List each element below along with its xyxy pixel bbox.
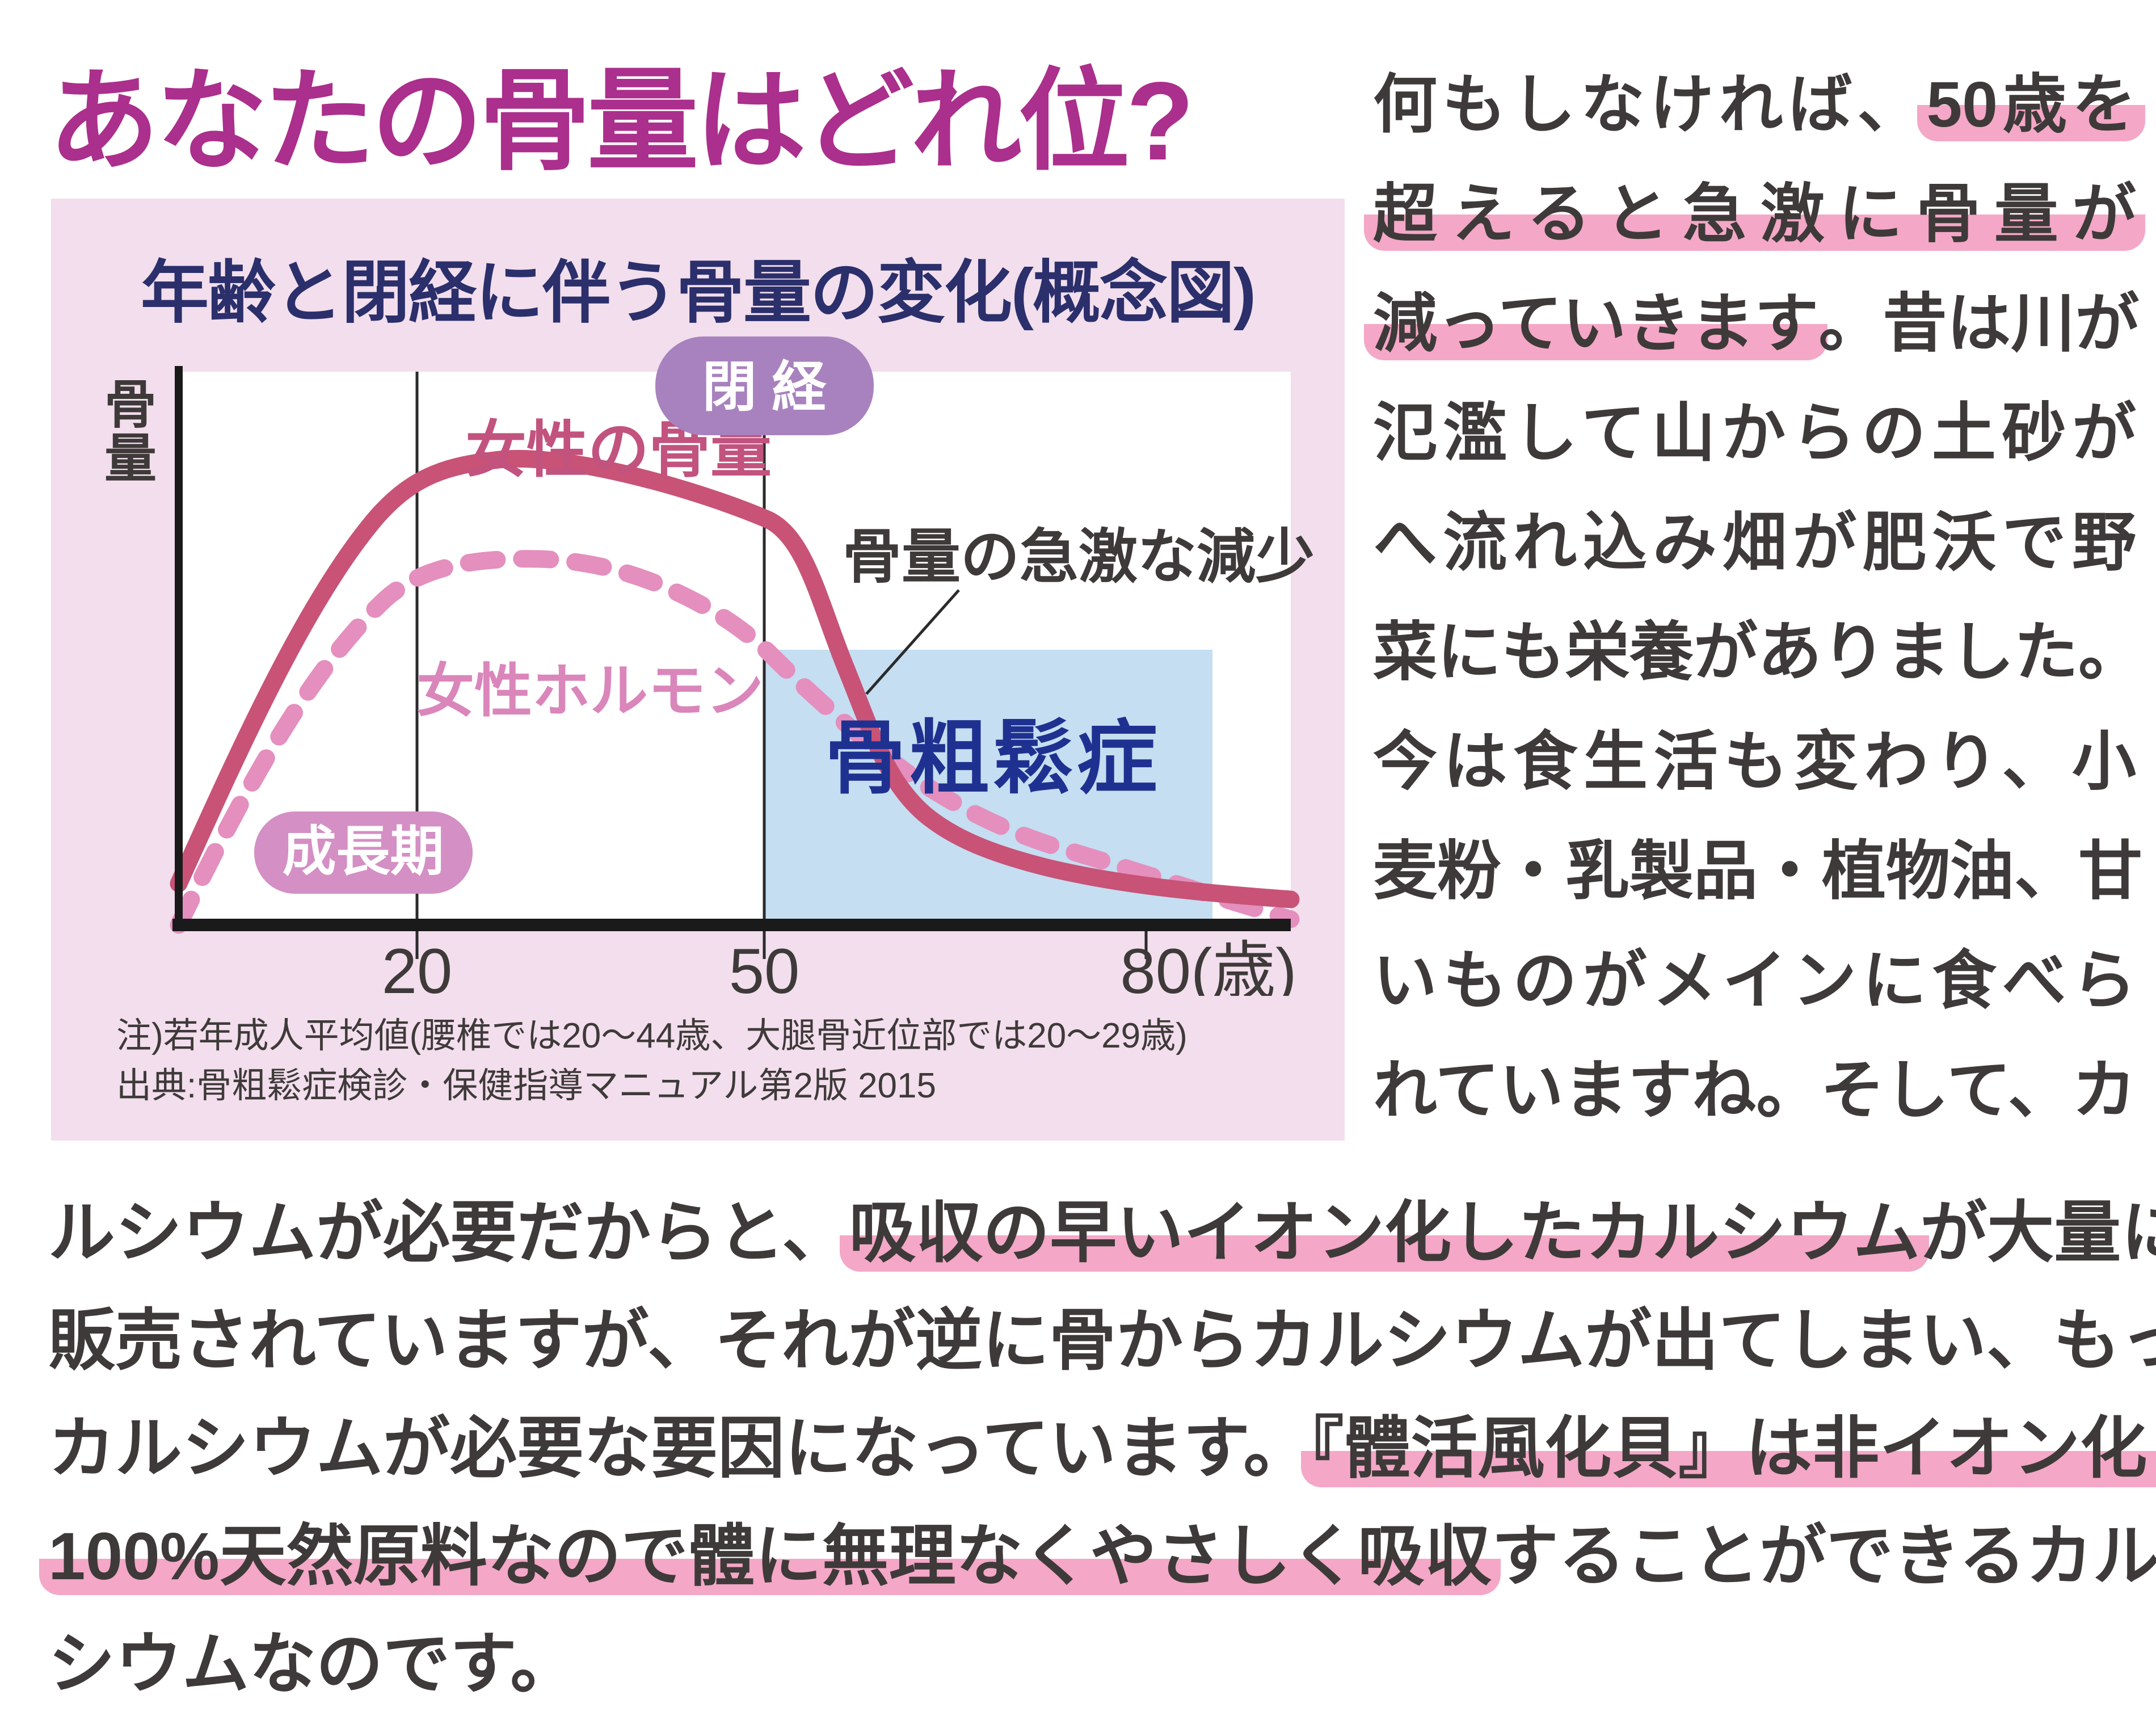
right-line-1: 何もしなければ、50歳を xyxy=(1373,50,2145,159)
y-axis-label-char1: 骨 xyxy=(104,376,157,434)
bottom-line-2: 販売されていますが、それが逆に骨からカルシウムが出てしまい、もっと xyxy=(48,1287,2156,1395)
text-segment: 菜にも栄養がありました。 xyxy=(1373,616,2142,688)
text-segment: 今は食生活も変わり、小 xyxy=(1373,726,2136,797)
female-hormone-label: 女性ホルモン xyxy=(416,659,764,724)
bottom-line-4: 100%天然原料なので體に無理なくやさしく吸収することができるカル xyxy=(39,1503,2156,1610)
bottom-line-1: ルシウムが必要だからと、吸収の早いイオン化したカルシウムが大量に xyxy=(48,1179,2156,1287)
annotation-line xyxy=(865,589,960,695)
menopause-badge xyxy=(655,336,874,435)
bone-mass-curve xyxy=(170,449,1300,908)
text-segment: いものがメインに食べら xyxy=(1373,945,2136,1016)
text-segment: 販売されていますが、それが逆に骨からカルシウムが出てしまい、もっと xyxy=(48,1303,2156,1378)
text-segment: 氾濫して山からの土砂が xyxy=(1373,397,2136,469)
menopause-badge-label: 閉 経 xyxy=(702,357,827,418)
page-title: あなたの骨量はどれ位? xyxy=(48,59,1194,183)
right-line-6: 菜にも栄養がありました。 xyxy=(1373,598,2142,707)
text-segment: れていますね。そして、カ xyxy=(1373,1054,2136,1126)
right-line-3: 減っていきます。昔は川が xyxy=(1364,269,2140,378)
x-tick-50: 50 xyxy=(729,936,800,996)
growth-period-badge-label: 成長期 xyxy=(282,822,444,882)
highlighted-text: 100%天然原料なので體に無理なくやさしく吸収 xyxy=(39,1519,1501,1595)
chart-panel: 年齢と閉経に伴う骨量の変化(概念図) 骨 量 xyxy=(51,199,1345,1141)
right-line-8: 麦粉・乳製品・植物油、甘 xyxy=(1373,817,2142,926)
text-segment: シウムなのです。 xyxy=(48,1627,578,1702)
hormone-curve xyxy=(170,550,1300,934)
text-segment: へ流れ込み畑が肥沃で野 xyxy=(1373,507,2136,578)
osteoporosis-label: 骨粗鬆症 xyxy=(825,713,1161,804)
highlighted-text: 吸収の早いイオン化したカルシウム xyxy=(840,1196,1930,1272)
x-tick-80: 80(歳) xyxy=(1120,936,1296,996)
text-segment: 。昔は川が xyxy=(1818,288,2140,359)
highlighted-text: 50歳を xyxy=(1917,69,2145,141)
highlighted-text: 超えると急激に骨量が xyxy=(1364,178,2145,251)
highlighted-text: 『體活風化貝』は非イオン化・ xyxy=(1301,1411,2156,1487)
text-segment: 麦粉・乳製品・植物油、甘 xyxy=(1373,835,2142,907)
highlighted-text: 減っていきます xyxy=(1364,288,1828,360)
y-axis-label-char2: 量 xyxy=(104,430,157,488)
chart-note-line2: 出典:骨粗鬆症検診・保健指導マニュアル第2版 2015 xyxy=(116,1066,936,1105)
right-line-4: 氾濫して山からの土砂が xyxy=(1373,378,2136,488)
right-line-7: 今は食生活も変わり、小 xyxy=(1373,707,2136,817)
chart-note-line1: 注)若年成人平均値(腰椎では20〜44歳、大腿骨近位部では20〜29歳) xyxy=(116,1016,1188,1055)
right-column-text: 何もしなければ、50歳を 超えると急激に骨量が 減っていきます。昔は川が 氾濫し… xyxy=(1364,50,2145,1145)
chart-title: 年齢と閉経に伴う骨量の変化(概念図) xyxy=(141,255,1256,331)
text-segment: 何もしなければ、 xyxy=(1373,69,1927,140)
text-segment: カルシウムが必要な要因になっています。 xyxy=(48,1411,1311,1486)
x-tick-20: 20 xyxy=(382,936,453,996)
right-line-5: へ流れ込み畑が肥沃で野 xyxy=(1373,488,2136,598)
rapid-decrease-label: 骨量の急激な減少 xyxy=(843,524,1315,590)
right-line-10: れていますね。そして、カ xyxy=(1373,1036,2136,1145)
bottom-line-3: カルシウムが必要な要因になっています。『體活風化貝』は非イオン化・ xyxy=(48,1395,2156,1503)
chart-notes: 注)若年成人平均値(腰椎では20〜44歳、大腿骨近位部では20〜29歳) 出典:… xyxy=(116,1011,1296,1111)
right-line-9: いものがメインに食べら xyxy=(1373,926,2136,1036)
right-line-2: 超えると急激に骨量が xyxy=(1364,159,2145,269)
text-segment: ルシウムが必要だからと、 xyxy=(48,1196,849,1271)
bottom-paragraph: ルシウムが必要だからと、吸収の早いイオン化したカルシウムが大量に 販売されていま… xyxy=(39,1179,2156,1712)
bottom-line-5: シウムなのです。 xyxy=(48,1610,2136,1712)
text-segment: することができるカル xyxy=(1491,1519,2156,1594)
bone-mass-chart: 骨 量 20 50 80(歳) 女性の骨量 女性ホルモン 骨量の急激な減少 骨粗… xyxy=(104,336,1315,996)
growth-period-badge xyxy=(254,811,473,894)
text-segment: が大量に xyxy=(1920,1196,2156,1271)
